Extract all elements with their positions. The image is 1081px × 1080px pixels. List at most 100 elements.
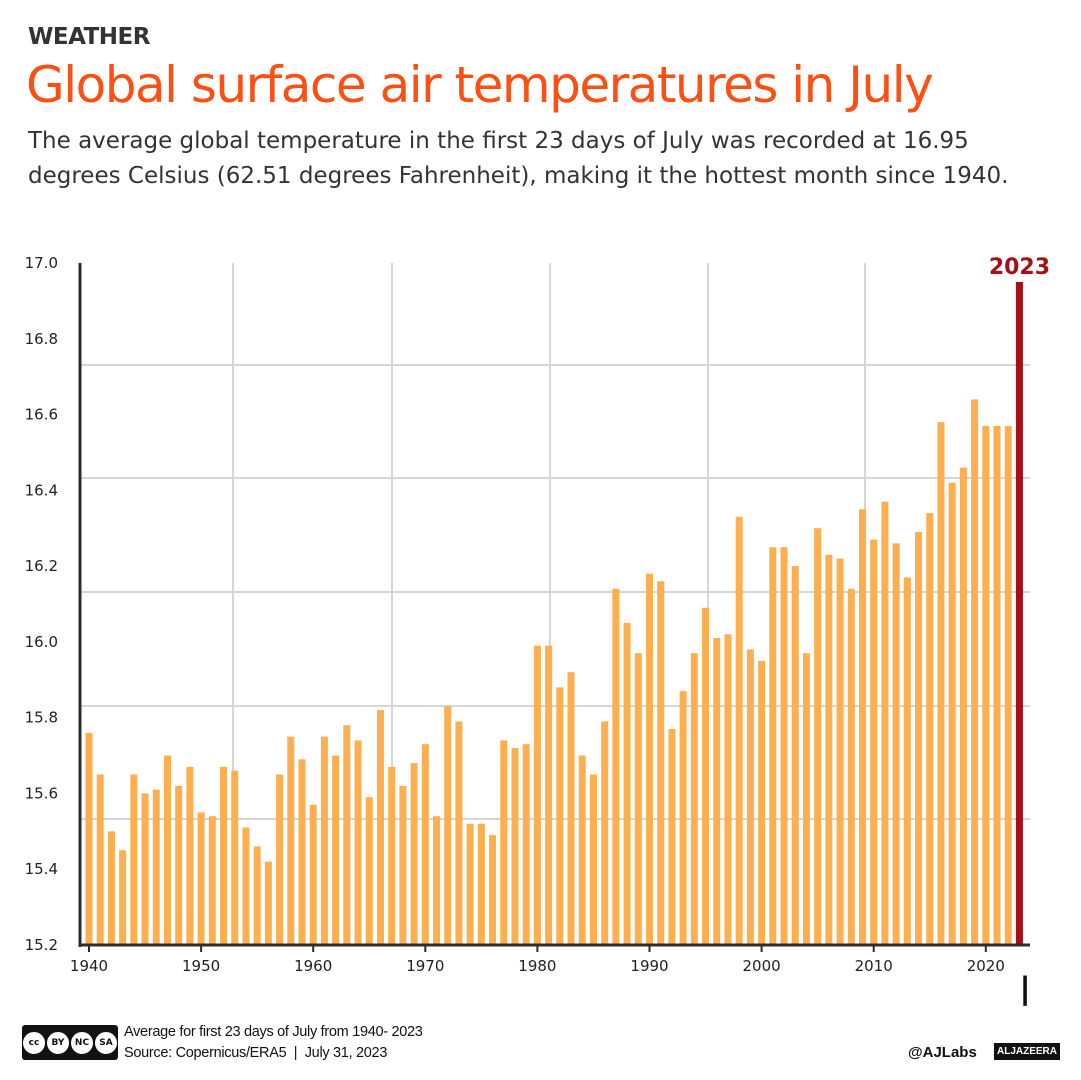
bar [332,755,340,945]
bar [746,649,754,945]
bar [926,513,934,945]
bar [309,804,317,945]
x-tick-label: 1940 [70,957,108,975]
bar [522,744,530,945]
footer-note: Average for first 23 days of July from 1… [124,1024,423,1040]
highlight-label: 2023 [989,255,1050,280]
bar [343,725,351,945]
aj-labs-handle: @AJLabs [908,1044,977,1061]
aljazeera-logo-icon: ا [1019,970,1031,1016]
bar [657,581,665,945]
bar [982,425,990,945]
bar [433,816,441,945]
bar [119,850,127,945]
bar [477,823,485,945]
bar [96,774,104,945]
bar [545,645,553,945]
footer-source: Source: Copernicus/ERA5 | July 31, 2023 [124,1045,388,1061]
license-nc: NC [71,1031,93,1054]
bar-highlight [1015,281,1023,945]
bar [287,736,295,945]
x-tick-label: 1960 [294,957,332,975]
bar [802,653,810,945]
license-by: BY [47,1031,69,1054]
bar [758,660,766,945]
bar [152,789,160,945]
x-tick-label: 1980 [518,957,556,975]
bar [376,710,384,945]
kicker: WEATHER [28,24,150,50]
bar [1004,425,1012,945]
license-sa: SA [95,1031,117,1054]
bar [959,467,967,945]
bar [276,774,284,945]
bar [354,740,362,945]
bar [220,766,228,945]
bar [948,482,956,945]
bar [791,566,799,945]
bar [903,577,911,945]
bar [612,588,620,945]
x-tick-label: 2000 [743,957,781,975]
bar [646,573,653,945]
x-tick-label: 1990 [630,957,668,975]
creative-commons-badge: cc BY NC SA [22,1025,118,1060]
x-tick-label: 2020 [967,957,1005,975]
chart-subtitle: The average global temperature in the fi… [28,128,1009,189]
bar [937,422,945,946]
bar [634,653,642,945]
bar [455,721,463,945]
bar [186,766,194,945]
bar [679,691,687,945]
bar [858,509,866,945]
bar [175,785,183,945]
bar [298,759,306,945]
bar [556,687,564,945]
bar [623,622,631,945]
bar [320,736,328,945]
y-tick-label: 15.8 [25,709,58,727]
bar [208,816,216,945]
bar [870,539,878,945]
bar [814,528,822,945]
cc-icon: cc [23,1031,45,1054]
bar [836,558,844,945]
bar [825,554,833,945]
bar [264,861,272,945]
bar [847,588,855,945]
chart-title: Global surface air temperatures in July [26,56,934,114]
footer-notes: Average for first 23 days of July from 1… [124,1022,423,1064]
bar [881,501,889,945]
bar [399,785,407,945]
bar [242,827,250,945]
bar [365,797,373,945]
bar [892,543,900,945]
bar-chart: 2023 15.2 15.4 15.6 15.8 16.0 16.2 16.4 16.6 16.8… [25,254,1050,975]
bar [724,634,732,945]
bar [466,823,474,945]
bar [500,740,508,945]
bar [971,399,979,945]
bar [511,747,519,945]
bar [769,547,777,945]
bar [780,547,788,945]
bar [578,755,586,945]
bar [489,835,497,945]
bar [735,516,743,945]
y-tick-label: 16.0 [25,633,58,651]
bar [690,653,698,945]
bar [410,763,418,945]
y-tick-label: 16.8 [25,330,58,348]
bar [107,831,115,945]
bar [231,770,239,945]
bar [601,721,609,945]
bar [197,812,205,945]
bar [85,732,93,945]
y-tick-label: 15.2 [25,936,58,954]
y-tick-label: 15.4 [25,860,58,878]
bar [993,425,1001,945]
bar [444,706,452,945]
bar [915,532,923,945]
bar [713,638,721,945]
bar [702,607,710,945]
